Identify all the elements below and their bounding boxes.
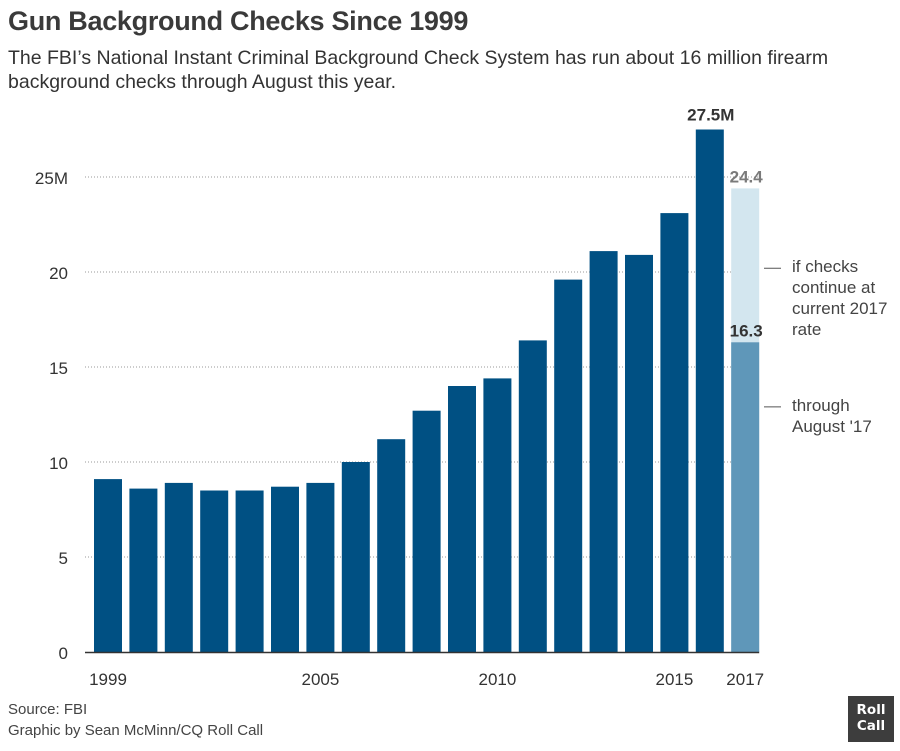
- bar-2015: [660, 213, 689, 652]
- bar-2001: [164, 482, 193, 652]
- annotation-text: current 2017: [792, 299, 887, 318]
- bar-2007: [377, 439, 406, 652]
- source-note: Source: FBI: [8, 701, 88, 718]
- bar-2013: [589, 251, 618, 652]
- y-tick-label: 10: [49, 454, 68, 473]
- y-tick-label: 0: [59, 644, 68, 663]
- bar-2003: [235, 490, 264, 652]
- x-tick-label: 2010: [478, 670, 516, 689]
- annotation-text: rate: [792, 320, 821, 339]
- data-label-2016: 27.5M: [687, 106, 734, 125]
- annotation-text: continue at: [792, 278, 875, 297]
- chart-subtitle: The FBI’s National Instant Criminal Back…: [8, 47, 829, 93]
- bar-2004: [271, 486, 299, 652]
- bar-2000: [129, 488, 158, 652]
- x-tick-label: 2005: [301, 670, 339, 689]
- bar-1999: [94, 479, 122, 652]
- bar-2002: [200, 490, 229, 652]
- bar-2005: [306, 482, 335, 652]
- bar-2011: [518, 340, 547, 652]
- bar-2010: [483, 378, 512, 652]
- bar-2017-partial: [731, 342, 760, 652]
- annotation-text: if checks: [792, 257, 858, 276]
- logo-line-2: Call: [856, 718, 886, 734]
- x-tick-label: 1999: [89, 670, 127, 689]
- bar-2008: [412, 410, 441, 652]
- y-tick-label: 20: [49, 264, 68, 283]
- bar-2009: [448, 386, 476, 652]
- chart-title: Gun Background Checks Since 1999: [8, 6, 469, 36]
- y-tick-label: 15: [49, 359, 68, 378]
- bar-2016: [695, 129, 724, 652]
- x-tick-label: 2015: [655, 670, 693, 689]
- bar-2012: [554, 279, 583, 652]
- x-tick-label: 2017: [726, 670, 764, 689]
- data-label-2017: 24.4: [730, 167, 764, 186]
- roll-call-logo: Roll Call: [848, 696, 894, 742]
- annotation-text: August '17: [792, 417, 872, 436]
- bar-2014: [625, 254, 653, 652]
- y-tick-label: 25M: [35, 169, 68, 188]
- labels: 0 5 10 15 20 25M 1999 2005 2010 2015 2017 27.5M 24.4…: [35, 106, 888, 690]
- graphic-credit: Graphic by Sean McMinn/CQ Roll Call: [8, 722, 264, 739]
- logo-line-1: Roll: [856, 702, 886, 718]
- y-tick-label: 5: [59, 549, 68, 568]
- bars: [94, 129, 760, 652]
- bar-2006: [341, 462, 370, 652]
- data-label-2017: 16.3: [730, 321, 763, 340]
- annotation-text: through: [792, 396, 850, 415]
